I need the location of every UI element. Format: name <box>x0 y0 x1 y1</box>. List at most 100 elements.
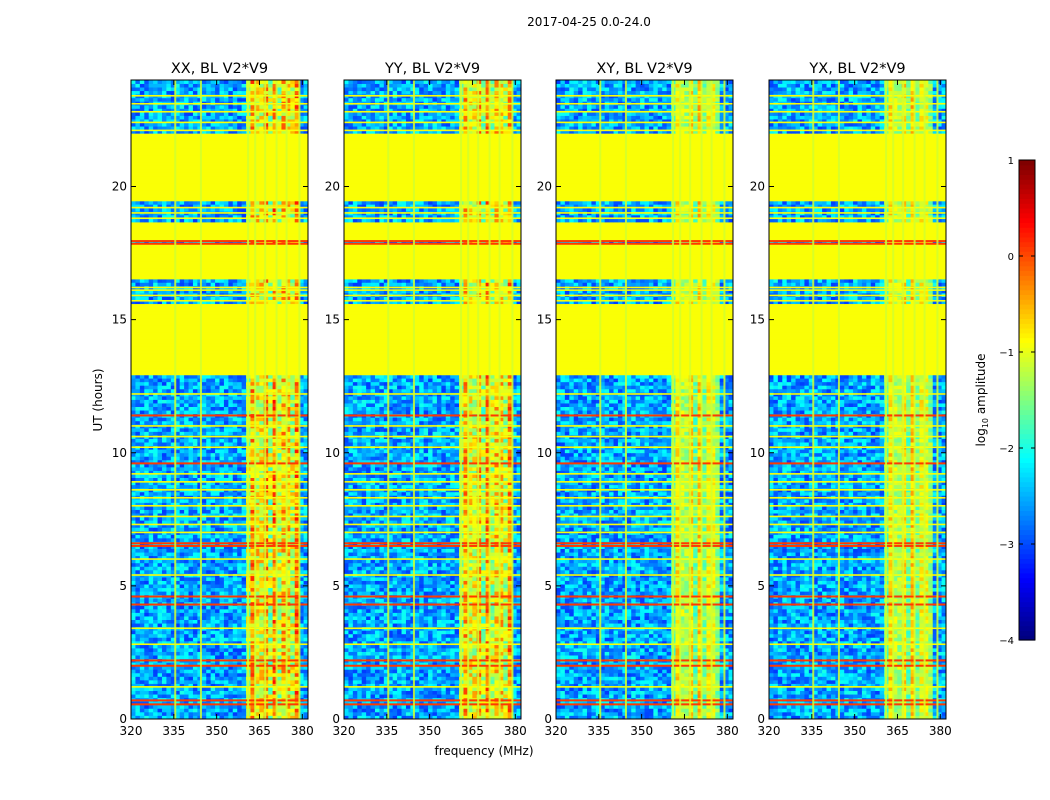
heatmap-cell <box>144 491 150 496</box>
heatmap-cell <box>131 516 136 521</box>
heatmap-cell <box>144 683 150 688</box>
heatmap-cell <box>157 623 163 628</box>
heatmap-cell <box>206 598 212 603</box>
heatmap-cell <box>254 623 260 628</box>
heatmap-cell <box>285 587 291 592</box>
heatmap-cell <box>268 552 273 557</box>
flagged-row <box>131 257 308 262</box>
heatmap-cell <box>215 555 220 560</box>
heatmap-cell <box>219 598 225 603</box>
heatmap-cell <box>153 523 158 528</box>
heatmap-cell <box>184 282 189 287</box>
heatmap-cell <box>290 456 296 461</box>
heatmap-cell <box>228 672 234 677</box>
heatmap-cell <box>299 701 304 706</box>
heatmap-cell <box>139 449 145 454</box>
heatmap-cell <box>166 616 172 620</box>
heatmap-cell <box>241 584 247 589</box>
heatmap-cell <box>135 623 141 628</box>
heatmap-cell <box>303 513 309 518</box>
heatmap-cell <box>268 452 273 457</box>
heatmap-cell <box>192 679 198 684</box>
heatmap-cell <box>294 605 300 610</box>
heatmap-cell <box>232 115 238 120</box>
heatmap-cell <box>166 498 172 503</box>
heatmap-cell <box>241 527 247 532</box>
heatmap-cell <box>241 566 247 571</box>
heatmap-cell <box>215 715 220 720</box>
heatmap-cell <box>161 687 167 691</box>
heatmap-cell <box>228 463 234 468</box>
heatmap-cell <box>144 598 150 603</box>
heatmap-cell <box>188 616 194 620</box>
heatmap-cell <box>259 491 265 496</box>
heatmap-cell <box>277 704 282 709</box>
heatmap-cell <box>285 608 291 613</box>
heatmap-cell <box>281 378 287 383</box>
heatmap-cell <box>206 470 212 475</box>
heatmap-cell <box>228 502 234 507</box>
heatmap-cell <box>188 548 194 553</box>
heatmap-cell <box>281 605 287 610</box>
heatmap-cell <box>259 438 265 443</box>
heatmap-cell <box>135 438 141 443</box>
heatmap-cell <box>144 481 150 486</box>
heatmap-cell <box>219 559 225 564</box>
heatmap-cell <box>237 587 243 592</box>
heatmap-cell <box>144 591 150 596</box>
heatmap-cell <box>259 619 265 624</box>
heatmap-cell <box>166 417 172 422</box>
heatmap-cell <box>223 385 229 390</box>
heatmap-cell <box>259 506 265 510</box>
heatmap-cell <box>184 491 189 496</box>
heatmap-cell <box>294 598 300 603</box>
heatmap-cell <box>241 619 247 624</box>
heatmap-cell <box>259 427 265 432</box>
heatmap-cell <box>148 701 154 706</box>
heatmap-cell <box>144 406 150 411</box>
heatmap-cell <box>166 516 172 521</box>
heatmap-cell <box>179 459 185 464</box>
heatmap-cell <box>290 484 296 489</box>
heatmap-cell <box>166 669 172 674</box>
heatmap-cell <box>157 90 163 95</box>
heatmap-cell <box>285 555 291 560</box>
heatmap-cell <box>290 708 296 713</box>
heatmap-cell <box>170 466 176 471</box>
heatmap-cell <box>290 577 296 581</box>
heatmap-cell <box>188 381 194 386</box>
heatmap-cell <box>139 630 145 635</box>
heatmap-cell <box>232 537 238 542</box>
heatmap-cell <box>131 395 136 400</box>
heatmap-cell <box>268 534 273 539</box>
heatmap-cell <box>228 669 234 674</box>
heatmap-cell <box>201 403 207 407</box>
heatmap-cell <box>277 452 282 457</box>
heatmap-cell <box>153 456 158 461</box>
heatmap-cell <box>241 442 247 447</box>
heatmap-cell <box>299 587 304 592</box>
heatmap-cell <box>223 598 229 603</box>
heatmap-cell <box>201 648 207 652</box>
heatmap-cell <box>223 395 229 400</box>
heatmap-cell <box>232 683 238 688</box>
heatmap-cell <box>268 431 273 436</box>
heatmap-cell <box>250 569 256 574</box>
heatmap-cell <box>250 552 256 557</box>
heatmap-cell <box>299 509 304 514</box>
heatmap-cell <box>215 662 220 667</box>
heatmap-cell <box>215 591 220 596</box>
heatmap-cell <box>197 559 203 564</box>
heatmap-cell <box>259 104 265 109</box>
heatmap-cell <box>254 459 260 464</box>
heatmap-cell <box>219 562 225 567</box>
heatmap-cell <box>153 296 158 301</box>
heatmap-cell <box>237 608 243 613</box>
heatmap-cell <box>175 655 181 660</box>
heatmap-cell <box>259 282 265 287</box>
heatmap-cell <box>223 502 229 507</box>
heatmap-cell <box>144 498 150 503</box>
heatmap-cell <box>157 406 163 411</box>
heatmap-cell <box>215 648 220 652</box>
heatmap-cell <box>219 708 225 713</box>
